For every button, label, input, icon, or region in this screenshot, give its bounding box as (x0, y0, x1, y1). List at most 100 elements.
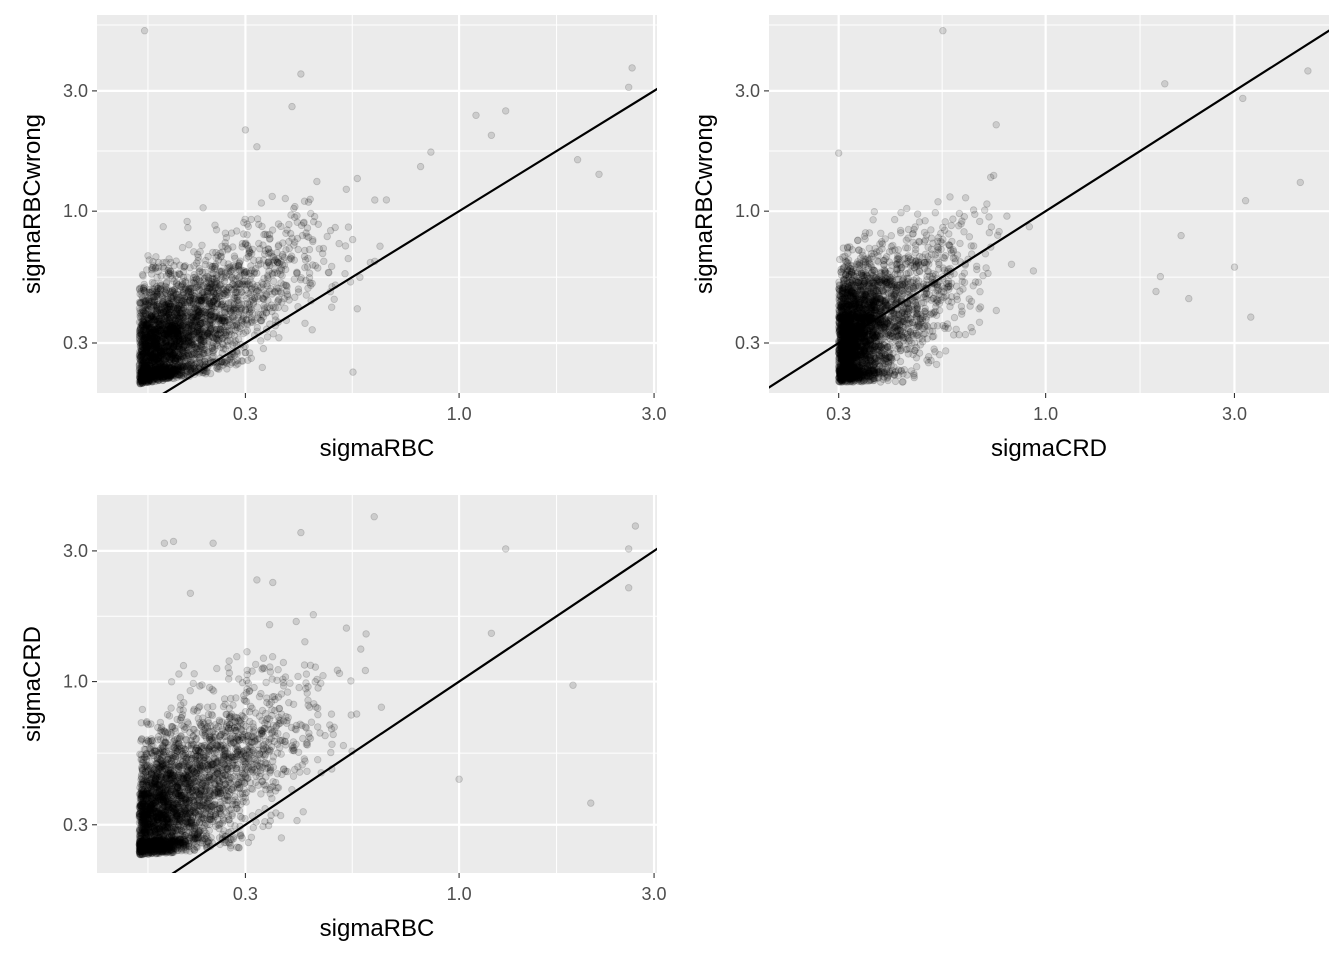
data-point (187, 304, 196, 312)
data-point (141, 342, 149, 351)
data-point (146, 349, 154, 357)
data-point (148, 365, 157, 373)
data-point (190, 361, 198, 370)
data-point (179, 336, 187, 344)
data-point (235, 266, 243, 274)
data-point (140, 369, 148, 377)
data-point (224, 267, 232, 275)
data-point (138, 356, 146, 364)
data-point (216, 363, 224, 371)
data-point (180, 298, 188, 307)
data-point (151, 365, 159, 374)
data-point (178, 349, 187, 358)
data-point (163, 372, 172, 380)
data-point (149, 320, 158, 329)
data-point (502, 107, 510, 115)
data-point (138, 348, 146, 356)
data-point (159, 329, 167, 338)
data-point (179, 319, 188, 327)
data-point (181, 283, 190, 291)
data-point (155, 327, 163, 335)
data-point (236, 306, 244, 315)
data-point (202, 318, 210, 326)
data-point (189, 328, 197, 336)
data-point (285, 220, 293, 229)
data-point (144, 367, 153, 375)
data-point (192, 320, 201, 328)
data-point (163, 330, 171, 338)
data-point (164, 297, 172, 306)
data-point (162, 326, 171, 334)
data-point (233, 293, 242, 301)
data-point (135, 298, 144, 306)
data-point (161, 346, 169, 355)
data-point (156, 365, 165, 374)
data-point (225, 327, 234, 336)
data-point (300, 197, 309, 205)
data-point (215, 329, 224, 338)
data-point (167, 302, 175, 310)
data-point (262, 309, 270, 317)
data-point (291, 202, 299, 211)
data-point (173, 282, 181, 290)
data-point (195, 292, 204, 301)
data-point (185, 331, 193, 340)
data-point (140, 324, 149, 332)
data-point (230, 312, 238, 321)
data-point (192, 314, 200, 322)
data-point (144, 378, 153, 386)
data-point (164, 332, 173, 340)
data-point (262, 308, 271, 316)
data-point (169, 343, 178, 351)
data-point (231, 301, 239, 309)
data-point (227, 306, 235, 314)
data-point (266, 304, 274, 312)
data-point (273, 269, 282, 277)
data-point (193, 304, 201, 313)
data-point (167, 288, 176, 296)
data-point (138, 320, 146, 329)
data-point (145, 361, 154, 370)
data-point (242, 316, 250, 324)
data-point (148, 367, 156, 376)
data-point (160, 340, 168, 349)
data-point (170, 370, 178, 378)
data-point (141, 374, 149, 382)
data-point (174, 330, 183, 338)
data-point (239, 329, 247, 338)
data-point (165, 363, 173, 371)
data-point (203, 272, 211, 281)
data-point (151, 363, 160, 371)
data-point (162, 343, 170, 351)
data-point (144, 372, 153, 380)
data-point (181, 369, 190, 377)
data-point (145, 285, 154, 294)
data-point (210, 296, 219, 304)
data-point (203, 287, 212, 296)
data-point (136, 335, 144, 344)
data-point (287, 255, 296, 263)
data-point (144, 336, 153, 345)
data-point (142, 373, 150, 382)
data-point (257, 199, 266, 207)
data-point (147, 367, 155, 375)
data-point (306, 195, 314, 203)
data-point (142, 368, 150, 376)
data-point (136, 357, 145, 366)
data-point (349, 235, 357, 244)
data-point (172, 257, 180, 265)
data-point (220, 313, 229, 321)
data-point (330, 295, 338, 303)
data-point (149, 357, 157, 365)
data-point (294, 285, 303, 293)
data-point (158, 305, 167, 314)
data-point (161, 340, 170, 348)
data-point (217, 331, 226, 339)
data-point (169, 366, 177, 375)
data-point (174, 329, 183, 337)
data-point (169, 355, 177, 363)
data-point (203, 310, 212, 318)
data-point (151, 367, 160, 375)
data-point (247, 354, 255, 362)
data-point (248, 280, 257, 288)
